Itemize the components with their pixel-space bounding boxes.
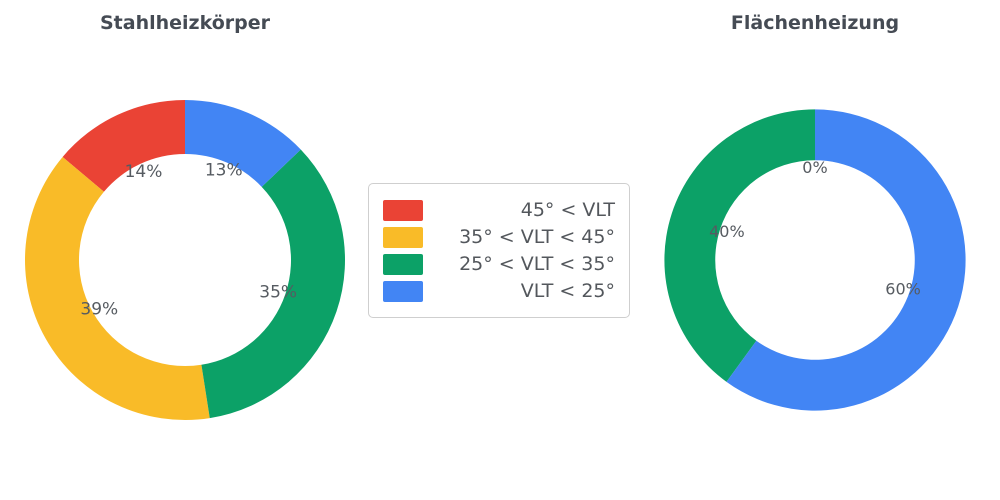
percent-label: 40% xyxy=(709,222,745,241)
pie-slice xyxy=(185,100,301,187)
pie-slice xyxy=(201,149,345,419)
percent-label: 0% xyxy=(802,158,827,177)
legend: 45° < VLT 35° < VLT < 45° 25° < VLT < 35… xyxy=(368,183,630,318)
donut-chart-svg: 14% 39% 35% 13% xyxy=(24,100,345,421)
pie-slice xyxy=(726,109,966,411)
pie-slice xyxy=(664,109,815,382)
donut-chart-flaechenheizung: 0% 40% 60% xyxy=(655,100,975,420)
pie-slice xyxy=(24,156,210,421)
legend-label: VLT < 25° xyxy=(520,280,615,302)
donut-chart-svg: 0% 40% 60% xyxy=(664,109,966,411)
percent-label: 14% xyxy=(125,162,163,182)
legend-swatch-blue xyxy=(383,280,423,302)
legend-swatch-green xyxy=(383,253,423,275)
legend-item: 45° < VLT xyxy=(383,199,615,221)
donut-chart-stahlheizkoerper: 14% 39% 35% 13% xyxy=(15,90,355,430)
legend-label: 35° < VLT < 45° xyxy=(459,226,615,248)
legend-item: 35° < VLT < 45° xyxy=(383,226,615,248)
legend-swatch-yellow xyxy=(383,226,423,248)
percent-label: 39% xyxy=(80,299,118,319)
legend-label: 45° < VLT xyxy=(520,199,615,221)
legend-item: 25° < VLT < 35° xyxy=(383,253,615,275)
percent-label: 35% xyxy=(259,283,297,303)
legend-swatch-red xyxy=(383,199,423,221)
chart-title-flaechenheizung: Flächenheizung xyxy=(730,12,900,34)
legend-label: 25° < VLT < 35° xyxy=(459,253,615,275)
legend-item: VLT < 25° xyxy=(383,280,615,302)
percent-label: 60% xyxy=(885,279,921,298)
percent-label: 13% xyxy=(205,161,243,181)
chart-title-stahlheizkoerper: Stahlheizkörper xyxy=(99,12,271,34)
pie-slice xyxy=(62,100,185,192)
